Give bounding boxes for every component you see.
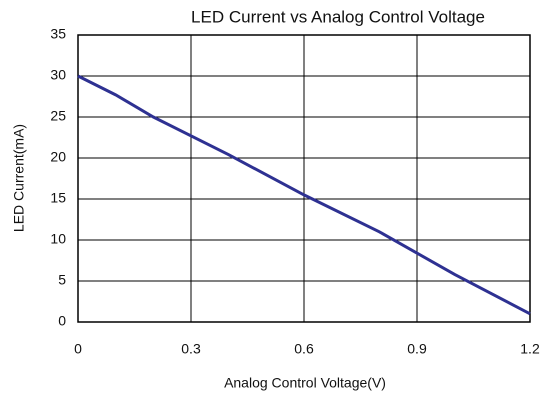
x-axis-label: Analog Control Voltage(V): [224, 375, 386, 391]
y-tick-label: 5: [58, 272, 66, 288]
y-tick-label: 25: [50, 108, 66, 124]
x-tick-label: 0.3: [181, 341, 201, 357]
data-line: [77, 74, 531, 316]
y-tick-label: 35: [50, 26, 66, 42]
y-tick-label: 20: [50, 149, 66, 165]
chart-title: LED Current vs Analog Control Voltage: [191, 7, 485, 26]
y-axis-label: LED Current(mA): [11, 124, 27, 232]
y-tick-label: 10: [50, 231, 66, 247]
x-tick-label: 0.6: [294, 341, 314, 357]
x-tick-label: 0: [74, 341, 82, 357]
plot-border: [77, 34, 531, 323]
y-tick-label: 15: [50, 190, 66, 206]
x-tick-label: 1.2: [520, 341, 540, 357]
y-tick-label: 30: [50, 67, 66, 83]
x-tick-label: 0.9: [407, 341, 427, 357]
y-tick-label: 0: [58, 313, 66, 329]
